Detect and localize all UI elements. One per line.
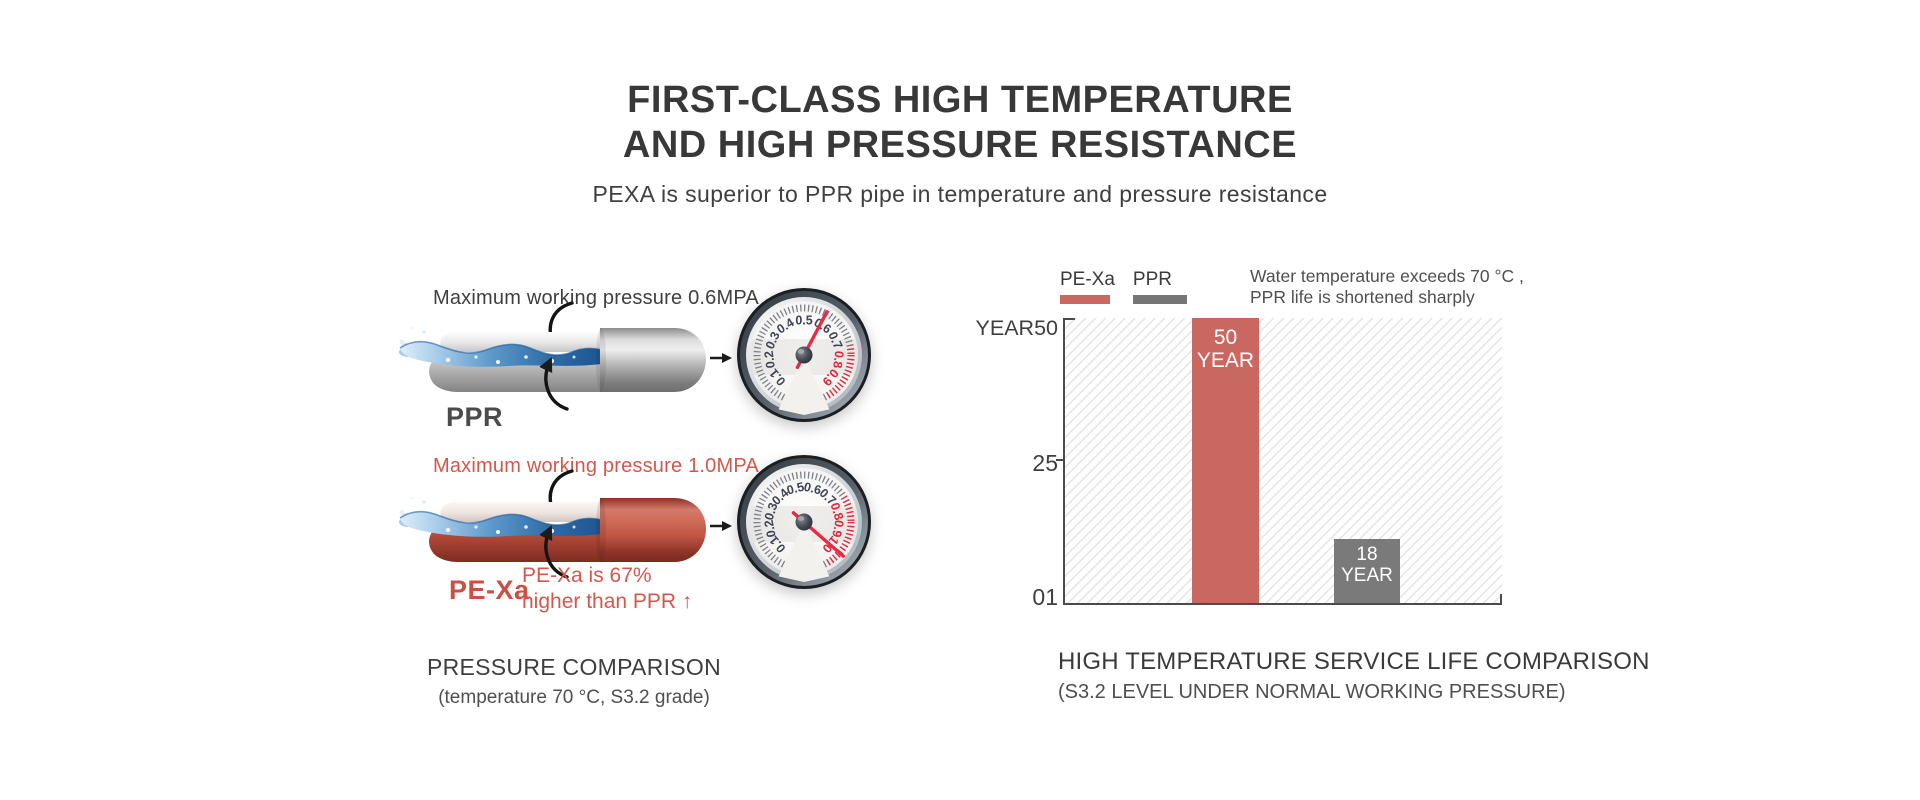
legend-label-pexa: PE-Xa (1060, 269, 1115, 290)
gauge-hub (795, 513, 813, 531)
bar-ppr-label: 18 YEAR (1341, 544, 1393, 586)
pipe-body (600, 328, 706, 392)
gauge-tick-label: 0.9 (829, 519, 846, 539)
curved-arrow-up-icon (539, 525, 569, 579)
gauge-tick-label: 0.8 (827, 501, 846, 522)
axis-tick-bottom-right (1500, 594, 1502, 603)
bar-ppr: 18 YEAR (1334, 539, 1400, 603)
pipe-inner-wall (440, 332, 600, 352)
legend-item-pexa: PE-Xa (1060, 269, 1115, 304)
gauge-tick-label: 0.3 (762, 501, 781, 522)
gauge-tick-label: 0.5 (795, 314, 812, 328)
caption-subtitle: (S3.2 LEVEL UNDER NORMAL WORKING PRESSUR… (1058, 681, 1566, 703)
axis-tick-mid (1056, 459, 1065, 461)
pexa-note-line-1: PE-Xa is 67% (522, 564, 652, 587)
legend-swatch-pexa (1060, 295, 1110, 304)
legend-item-ppr: PPR (1132, 269, 1187, 304)
chart-annotation-line-1: Water temperature exceeds 70 °C , (1250, 266, 1524, 286)
pexa-pipe-illustration (399, 496, 706, 562)
y-axis-unit: YEAR (975, 316, 1035, 340)
gauge-tick-label: 0.5 (785, 480, 805, 498)
arrow-right-icon (710, 520, 733, 532)
title-line-2: AND HIGH PRESSURE RESISTANCE (622, 124, 1298, 166)
axis-tick-top (1065, 318, 1075, 320)
arrow-right-icon (710, 352, 733, 364)
pexa-note-line-2: higher than PPR ↑ (522, 590, 693, 613)
curved-arrow-up-icon (539, 357, 569, 411)
page-subtitle: PEXA is superior to PPR pipe in temperat… (592, 181, 1328, 207)
y-axis-label-50: YEAR50 (975, 316, 1058, 340)
ppr-pipe-label: PPR (446, 402, 504, 432)
chart-annotation-line-2: PPR life is shortened sharply (1250, 287, 1475, 307)
legend-label-ppr: PPR (1132, 269, 1172, 290)
gauge-tick-label: 0.6 (802, 480, 822, 498)
life-comparison-caption: HIGH TEMPERATURE SERVICE LIFE COMPARISON… (1058, 648, 1650, 704)
caption-title: PRESSURE COMPARISON (426, 654, 722, 680)
title-line-1: FIRST-CLASS HIGH TEMPERATURE (627, 79, 1293, 121)
y-axis-label-25: 25 (1032, 450, 1058, 476)
pressure-gauge-ppr: 0.1 0.2 0.3 0.4 0.5 0.6 0.7 0.8 0.9 (737, 288, 871, 422)
ppr-pipe-illustration (399, 326, 706, 392)
chart-legend: PE-Xa PPR (1060, 269, 1187, 304)
gauge-tick-label: 0.3 (763, 330, 783, 352)
pressure-gauge-pexa: 0.1 0.2 0.3 0.4 0.5 0.6 0.7 0.8 0.9 1.0 (737, 455, 871, 589)
gauge-tick-label: 0.8 (830, 350, 846, 369)
gauge-tick-label: 0.2 (762, 350, 778, 369)
pressure-comparison-caption: PRESSURE COMPARISON (temperature 70 °C, … (398, 654, 750, 709)
bar-chart-plot-area: 50 YEAR 18 YEAR (1056, 318, 1502, 605)
y-axis-label-01: 01 (1032, 584, 1058, 610)
bar-pexa-label: 50 YEAR (1196, 326, 1255, 372)
pexa-advantage-note: PE-Xa is 67% higher than PPR ↑ (522, 563, 692, 615)
legend-swatch-ppr (1132, 295, 1187, 304)
bar-pexa: 50 YEAR (1192, 318, 1259, 603)
pipe-body (600, 498, 706, 562)
chart-annotation: Water temperature exceeds 70 °C , PPR li… (1250, 266, 1524, 308)
caption-subtitle: (temperature 70 °C, S3.2 grade) (438, 687, 710, 708)
gauge-tick-label: 0.7 (825, 330, 845, 352)
pipe-inner-wall (440, 502, 600, 522)
gauge-tick-label: 0.2 (762, 519, 779, 539)
ppr-pressure-annotation: Maximum working pressure 0.6MPA (433, 287, 759, 309)
caption-title: HIGH TEMPERATURE SERVICE LIFE COMPARISON (1058, 648, 1650, 675)
pexa-pressure-annotation: Maximum working pressure 1.0MPA (433, 455, 759, 477)
page-title: FIRST-CLASS HIGH TEMPERATURE AND HIGH PR… (0, 78, 1920, 168)
pexa-pipe-label: PE-Xa (449, 575, 530, 605)
gauge-hub (795, 346, 813, 364)
